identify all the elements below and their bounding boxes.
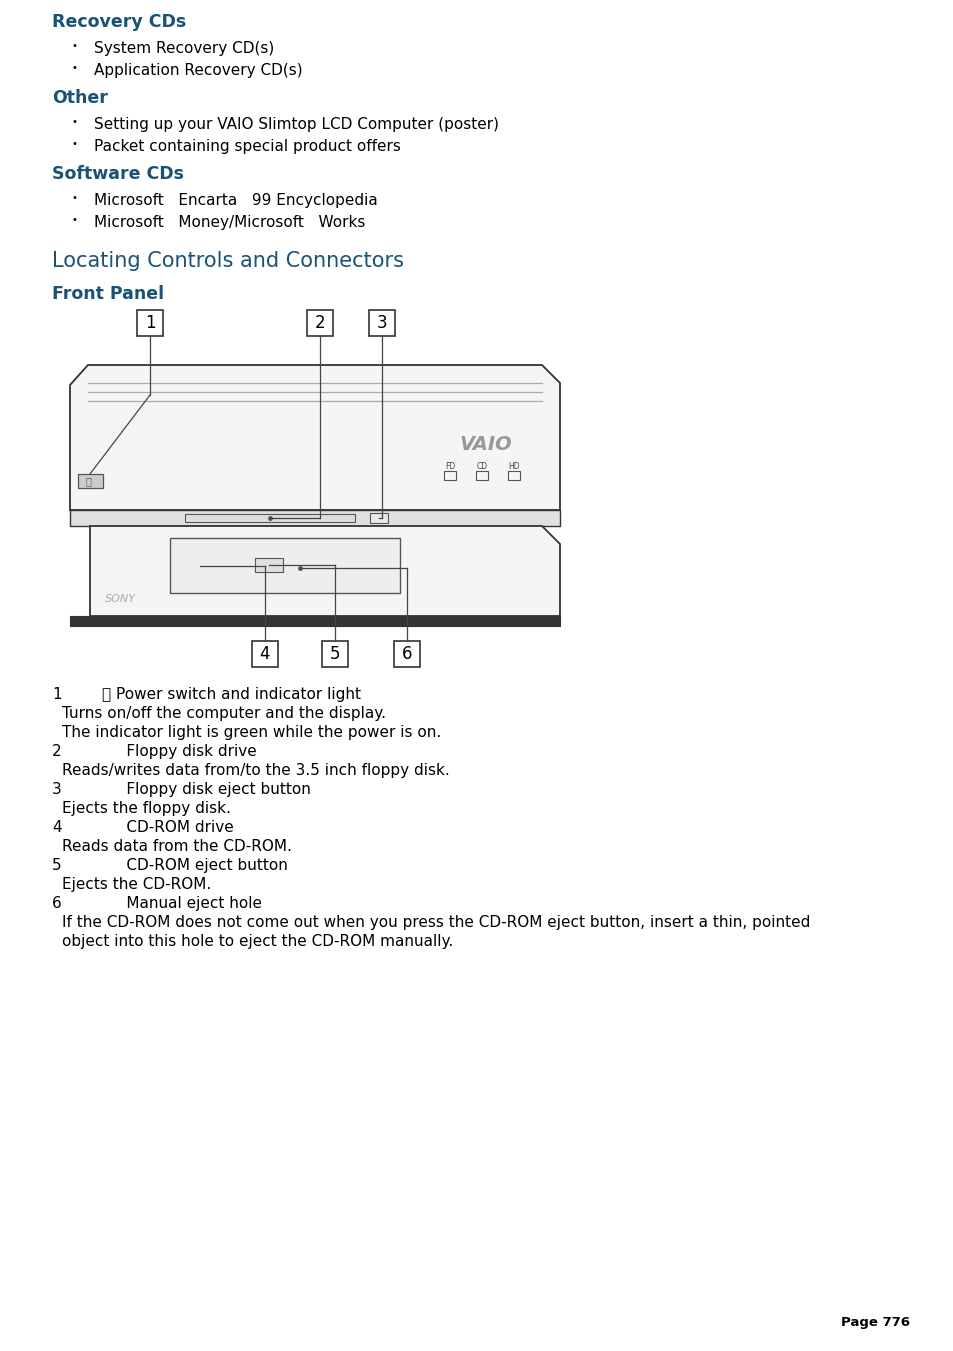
- Text: •: •: [71, 41, 78, 51]
- Text: Locating Controls and Connectors: Locating Controls and Connectors: [52, 251, 403, 272]
- Bar: [70, 616, 559, 626]
- Bar: [70, 509, 559, 526]
- Text: Microsoft   Encarta   99 Encyclopedia: Microsoft Encarta 99 Encyclopedia: [94, 193, 377, 208]
- Bar: [322, 640, 348, 667]
- Text: 6: 6: [52, 896, 62, 911]
- Text: Software CDs: Software CDs: [52, 165, 184, 182]
- Text: Manual eject hole: Manual eject hole: [102, 896, 262, 911]
- Text: 5: 5: [330, 644, 340, 663]
- Bar: [476, 471, 488, 480]
- Text: object into this hole to eject the CD-ROM manually.: object into this hole to eject the CD-RO…: [62, 934, 453, 948]
- Bar: [137, 309, 163, 336]
- Text: ⏻ Power switch and indicator light: ⏻ Power switch and indicator light: [102, 688, 360, 703]
- Text: Floppy disk eject button: Floppy disk eject button: [102, 782, 311, 797]
- Text: FD: FD: [444, 462, 455, 471]
- Text: 3: 3: [52, 782, 62, 797]
- Bar: [369, 309, 395, 336]
- Text: Packet containing special product offers: Packet containing special product offers: [94, 139, 400, 154]
- Bar: [185, 513, 355, 521]
- Text: Page 776: Page 776: [841, 1316, 909, 1329]
- Text: •: •: [71, 193, 78, 203]
- Text: 5: 5: [52, 858, 62, 873]
- Text: CD-ROM eject button: CD-ROM eject button: [102, 858, 288, 873]
- Text: Other: Other: [52, 89, 108, 107]
- Text: Front Panel: Front Panel: [52, 285, 164, 303]
- Bar: [78, 474, 103, 488]
- Bar: [170, 538, 399, 593]
- Text: •: •: [71, 215, 78, 226]
- Text: 4: 4: [259, 644, 270, 663]
- Text: Application Recovery CD(s): Application Recovery CD(s): [94, 63, 302, 78]
- Bar: [254, 558, 283, 571]
- Text: Recovery CDs: Recovery CDs: [52, 14, 186, 31]
- Text: 3: 3: [376, 313, 387, 332]
- Text: CD: CD: [476, 462, 487, 471]
- Text: 2: 2: [52, 744, 62, 759]
- Text: ⏻: ⏻: [86, 476, 91, 486]
- Polygon shape: [70, 365, 559, 509]
- Bar: [394, 640, 419, 667]
- Text: If the CD-ROM does not come out when you press the CD-ROM eject button, insert a: If the CD-ROM does not come out when you…: [62, 915, 809, 929]
- Text: •: •: [71, 63, 78, 73]
- Bar: [370, 513, 388, 523]
- Text: •: •: [71, 118, 78, 127]
- Text: 1: 1: [52, 688, 62, 703]
- Bar: [443, 471, 456, 480]
- Text: 4: 4: [52, 820, 62, 835]
- Text: System Recovery CD(s): System Recovery CD(s): [94, 41, 274, 55]
- Text: Turns on/off the computer and the display.: Turns on/off the computer and the displa…: [62, 707, 386, 721]
- Text: 6: 6: [401, 644, 412, 663]
- Text: VAIO: VAIO: [459, 435, 512, 454]
- Text: 2: 2: [314, 313, 325, 332]
- Text: Reads data from the CD-ROM.: Reads data from the CD-ROM.: [62, 839, 292, 854]
- Text: Floppy disk drive: Floppy disk drive: [102, 744, 256, 759]
- Bar: [507, 471, 519, 480]
- Text: •: •: [71, 139, 78, 149]
- Text: Reads/writes data from/to the 3.5 inch floppy disk.: Reads/writes data from/to the 3.5 inch f…: [62, 763, 449, 778]
- Text: CD-ROM drive: CD-ROM drive: [102, 820, 233, 835]
- Text: Ejects the floppy disk.: Ejects the floppy disk.: [62, 801, 231, 816]
- Bar: [252, 640, 277, 667]
- Text: The indicator light is green while the power is on.: The indicator light is green while the p…: [62, 725, 441, 740]
- Text: SONY: SONY: [105, 594, 136, 604]
- Text: Setting up your VAIO Slimtop LCD Computer (poster): Setting up your VAIO Slimtop LCD Compute…: [94, 118, 498, 132]
- Text: Ejects the CD-ROM.: Ejects the CD-ROM.: [62, 877, 211, 892]
- Text: 1: 1: [145, 313, 155, 332]
- Polygon shape: [90, 526, 559, 616]
- Text: HD: HD: [508, 462, 519, 471]
- Text: Microsoft   Money/Microsoft   Works: Microsoft Money/Microsoft Works: [94, 215, 365, 230]
- Bar: [307, 309, 333, 336]
